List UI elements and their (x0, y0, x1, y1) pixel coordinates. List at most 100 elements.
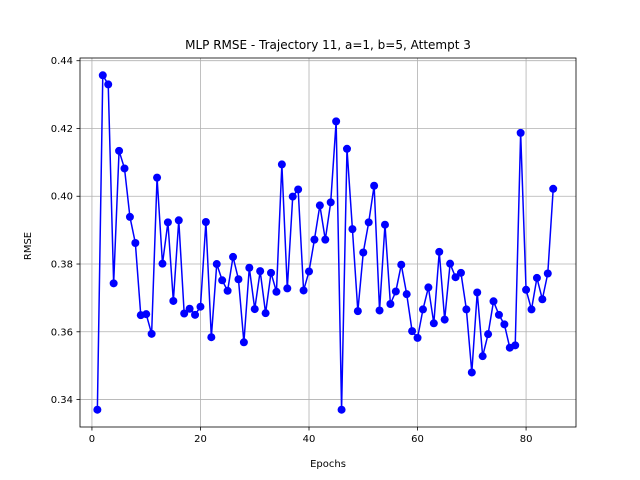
data-point (305, 267, 314, 276)
data-point (223, 286, 232, 295)
data-point (131, 239, 140, 248)
data-point (397, 260, 406, 269)
data-point (196, 302, 205, 311)
data-point (435, 247, 444, 256)
data-point (532, 273, 541, 282)
data-point (180, 309, 189, 318)
y-axis: 0.34 0.36 0.38 0.40 0.42 0.44 (51, 56, 80, 406)
data-point (310, 235, 319, 244)
data-point (283, 284, 292, 293)
data-point (418, 305, 427, 314)
data-point (364, 218, 373, 227)
data-point (229, 252, 238, 261)
data-point (234, 275, 243, 284)
data-point (315, 201, 324, 210)
data-point (494, 310, 503, 319)
data-point (446, 259, 455, 268)
data-point (484, 330, 493, 339)
data-point (288, 192, 297, 201)
data-point (272, 287, 281, 296)
data-point (125, 212, 134, 221)
data-point (522, 285, 531, 294)
data-point (380, 220, 389, 229)
data-point (516, 128, 525, 137)
data-point (250, 305, 259, 314)
data-point (342, 144, 351, 153)
data-point (218, 276, 227, 285)
x-tick-label: 40 (303, 434, 316, 445)
data-point (185, 304, 194, 313)
data-point (456, 268, 465, 277)
data-point (120, 164, 129, 173)
data-point (386, 300, 395, 308)
x-tick-label: 0 (89, 434, 95, 445)
data-point (375, 306, 384, 315)
data-point (359, 248, 368, 257)
data-point (109, 279, 118, 288)
y-tick-label: 0.44 (51, 56, 73, 67)
data-point (326, 198, 335, 207)
data-point (104, 80, 113, 89)
data-point (294, 185, 303, 194)
data-point (538, 295, 547, 304)
chart-title: MLP RMSE - Trajectory 11, a=1, b=5, Atte… (185, 38, 471, 52)
data-point (299, 286, 308, 295)
y-tick-label: 0.38 (51, 260, 73, 271)
data-point (478, 352, 487, 361)
data-point (191, 310, 200, 319)
data-point (429, 319, 438, 328)
y-tick-label: 0.40 (51, 192, 73, 203)
data-point (277, 160, 286, 169)
data-point (402, 290, 411, 299)
data-point (245, 263, 254, 272)
data-point (142, 310, 151, 319)
data-point (467, 368, 476, 377)
data-point (212, 260, 221, 269)
data-point (500, 320, 509, 329)
data-point (239, 338, 248, 347)
data-point (451, 273, 460, 282)
data-point (348, 225, 357, 234)
data-point (424, 283, 433, 292)
data-point (321, 235, 330, 244)
data-point (169, 296, 178, 305)
data-point (440, 315, 449, 324)
data-point (207, 333, 216, 342)
y-tick-label: 0.36 (51, 327, 73, 338)
data-point (337, 405, 346, 414)
data-point (543, 269, 552, 278)
data-point (98, 71, 107, 80)
data-point (93, 405, 102, 414)
data-point (353, 307, 362, 316)
data-point (256, 267, 265, 276)
x-tick-label: 80 (520, 434, 533, 445)
y-tick-label: 0.34 (51, 395, 73, 406)
data-point (261, 309, 270, 318)
data-point (549, 184, 558, 193)
data-point (163, 218, 172, 227)
data-point (489, 297, 498, 306)
plot-frame (79, 57, 577, 428)
data-point (147, 329, 156, 338)
x-tick-label: 60 (411, 434, 424, 445)
data-point (413, 333, 422, 342)
data-point (332, 117, 341, 126)
data-point (153, 173, 162, 182)
x-axis-label: Epochs (310, 459, 346, 470)
y-axis-label: RMSE (23, 232, 34, 260)
data-point (462, 305, 471, 314)
y-tick-label: 0.42 (51, 124, 73, 135)
data-point (511, 341, 520, 350)
data-point (267, 268, 276, 277)
data-point (527, 305, 536, 314)
data-point (201, 218, 210, 226)
data-point (174, 216, 183, 225)
x-tick-label: 20 (194, 434, 207, 445)
data-point (370, 181, 379, 190)
x-axis: 0 20 40 60 80 (89, 427, 533, 445)
data-point (115, 146, 124, 155)
data-point (473, 288, 482, 297)
data-point (391, 287, 400, 296)
data-point (408, 327, 417, 336)
